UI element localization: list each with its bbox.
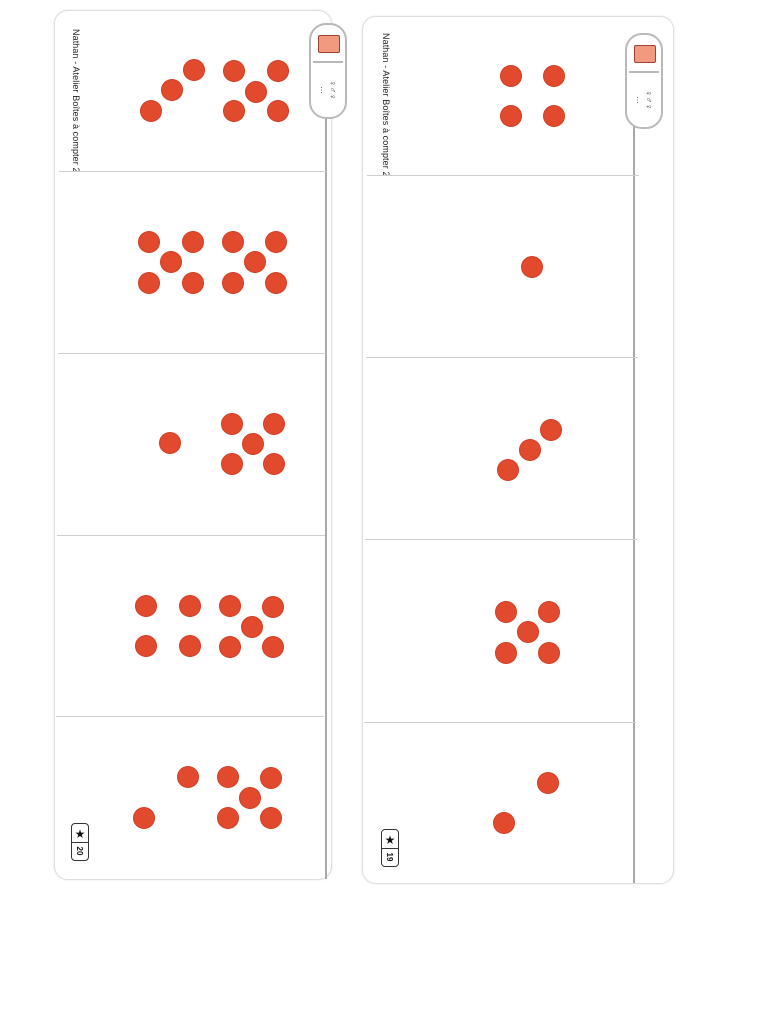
row-divider — [367, 175, 639, 176]
counting-dot — [179, 635, 201, 657]
counting-dot — [497, 459, 519, 481]
counting-dot — [267, 60, 289, 82]
counting-dot — [160, 251, 182, 273]
orange-box-icon — [634, 45, 656, 63]
card-tab: ♀♂♀... — [625, 33, 663, 129]
counting-dot — [493, 812, 515, 834]
row-divider — [364, 722, 636, 723]
counting-dot — [183, 59, 205, 81]
card-title: Nathan - Atelier Boîtes à compter 2 — [381, 33, 391, 177]
counting-dot — [500, 105, 522, 127]
counting-dot — [241, 616, 263, 638]
card-tab: ♀♂♀... — [309, 23, 347, 119]
counting-dot — [223, 60, 245, 82]
counting-dot — [239, 787, 261, 809]
card-spine-line — [633, 77, 635, 883]
counting-card-right: Nathan - Atelier Boîtes à compter 2 ♀♂♀.… — [362, 16, 674, 884]
counting-dot — [138, 231, 160, 253]
page-number: 19 — [385, 852, 395, 862]
row-divider — [366, 357, 638, 358]
counting-dot — [177, 766, 199, 788]
counting-dot — [538, 601, 560, 623]
counting-dot — [500, 65, 522, 87]
counting-dot — [538, 642, 560, 664]
counting-dot — [242, 433, 264, 455]
row-divider — [57, 535, 325, 536]
counting-dot — [223, 100, 245, 122]
page-badge: ★ 20 — [71, 823, 89, 861]
counting-dot — [179, 595, 201, 617]
counting-dot — [263, 413, 285, 435]
row-divider — [56, 716, 324, 717]
people-group-icon: ♀♂♀... — [635, 89, 654, 111]
counting-dot — [244, 251, 266, 273]
orange-box-icon — [318, 35, 340, 53]
counting-dot — [540, 419, 562, 441]
counting-dot — [161, 79, 183, 101]
counting-dot — [222, 231, 244, 253]
counting-dot — [217, 807, 239, 829]
counting-dot — [495, 601, 517, 623]
counting-card-left: Nathan - Atelier Boîtes à compter 2 ♀♂♀.… — [54, 10, 347, 880]
counting-dot — [219, 595, 241, 617]
counting-dot — [265, 231, 287, 253]
row-divider — [58, 353, 326, 354]
counting-dot — [543, 65, 565, 87]
counting-dot — [135, 635, 157, 657]
counting-dot — [219, 636, 241, 658]
counting-dot — [260, 807, 282, 829]
counting-dot — [135, 595, 157, 617]
counting-dot — [217, 766, 239, 788]
card-title: Nathan - Atelier Boîtes à compter 2 — [71, 29, 81, 173]
counting-dot — [262, 596, 284, 618]
row-divider — [365, 539, 637, 540]
counting-dot — [159, 432, 181, 454]
people-group-icon: ♀♂♀... — [319, 79, 338, 101]
row-divider — [59, 171, 327, 172]
counting-dot — [245, 81, 267, 103]
card-spine-line — [325, 71, 327, 879]
counting-dot — [221, 413, 243, 435]
counting-dot — [133, 807, 155, 829]
counting-dot — [537, 772, 559, 794]
counting-dot — [182, 272, 204, 294]
counting-dot — [267, 100, 289, 122]
counting-dot — [222, 272, 244, 294]
counting-dot — [140, 100, 162, 122]
counting-dot — [262, 636, 284, 658]
page-number: 20 — [75, 846, 85, 856]
counting-dot — [517, 621, 539, 643]
star-icon: ★ — [384, 833, 396, 847]
counting-dot — [265, 272, 287, 294]
counting-dot — [221, 453, 243, 475]
counting-dot — [138, 272, 160, 294]
counting-dot — [495, 642, 517, 664]
counting-dot — [260, 767, 282, 789]
star-icon: ★ — [74, 827, 86, 841]
counting-dot — [521, 256, 543, 278]
counting-dot — [182, 231, 204, 253]
counting-dot — [263, 453, 285, 475]
counting-dot — [543, 105, 565, 127]
counting-dot — [519, 439, 541, 461]
page-badge: ★ 19 — [381, 829, 399, 867]
